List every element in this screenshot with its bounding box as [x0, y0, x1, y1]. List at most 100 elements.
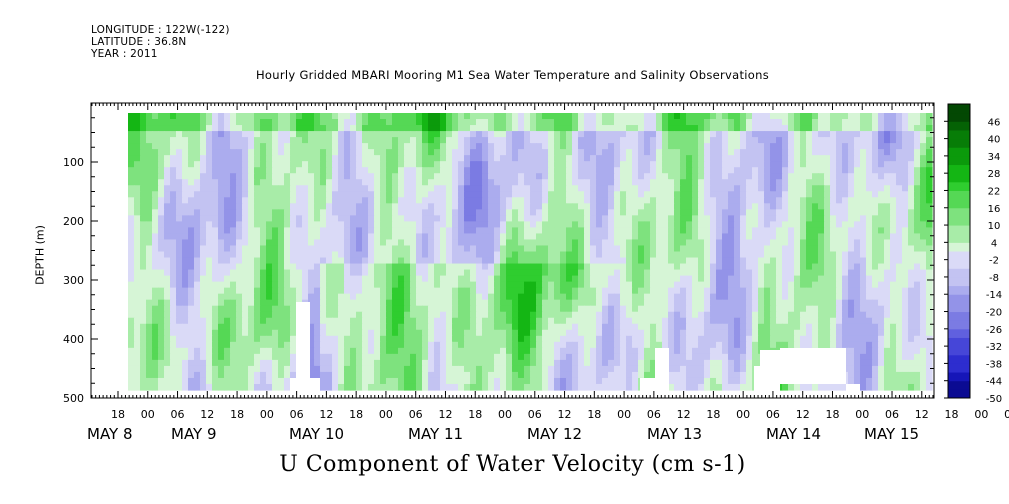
heatmap-cell [872, 311, 879, 319]
heatmap-cell [890, 131, 897, 138]
heatmap-cell [362, 179, 369, 186]
heatmap-cell [308, 119, 315, 126]
heatmap-cell [872, 251, 879, 259]
heatmap-cell [356, 143, 363, 150]
heatmap-cell [368, 173, 375, 180]
heatmap-cell [416, 227, 423, 235]
heatmap-cell [584, 293, 591, 301]
heatmap-cell [212, 239, 219, 247]
heatmap-cell [908, 311, 915, 319]
heatmap-cell [446, 149, 453, 156]
heatmap-cell [290, 131, 297, 138]
heatmap-cell [464, 239, 471, 247]
heatmap-cell [344, 299, 351, 307]
heatmap-cell [494, 323, 501, 331]
heatmap-cell [680, 305, 687, 313]
heatmap-cell [152, 305, 159, 313]
heatmap-cell [578, 317, 585, 325]
heatmap-cell [260, 323, 267, 331]
heatmap-cell [524, 245, 531, 253]
heatmap-cell [230, 119, 237, 126]
heatmap-cell [356, 161, 363, 168]
heatmap-cell [752, 317, 759, 325]
heatmap-cell [446, 209, 453, 216]
heatmap-cell [902, 221, 909, 229]
heatmap-cell [326, 191, 333, 198]
heatmap-cell [920, 125, 927, 132]
heatmap-cell [494, 185, 501, 192]
heatmap-cell [176, 155, 183, 162]
heatmap-cell [356, 119, 363, 126]
heatmap-cell [716, 197, 723, 204]
heatmap-cell [734, 173, 741, 180]
heatmap-cell [542, 293, 549, 301]
heatmap-cell [494, 281, 501, 289]
heatmap-cell [632, 185, 639, 192]
heatmap-cell [680, 239, 687, 247]
heatmap-cell [404, 329, 411, 337]
heatmap-cell [674, 209, 681, 216]
heatmap-cell [338, 155, 345, 162]
heatmap-cell [302, 209, 309, 216]
heatmap-cell [248, 113, 255, 120]
heatmap-cell [272, 317, 279, 325]
heatmap-cell [482, 257, 489, 265]
heatmap-cell [164, 185, 171, 192]
heatmap-cell [854, 317, 861, 325]
heatmap-cell [368, 251, 375, 259]
heatmap-cell [260, 191, 267, 198]
heatmap-cell [362, 293, 369, 301]
heatmap-cell [272, 293, 279, 301]
heatmap-cell [812, 209, 819, 216]
heatmap-cell [554, 185, 561, 192]
heatmap-cell [716, 233, 723, 241]
heatmap-cell [608, 299, 615, 307]
heatmap-cell [674, 143, 681, 150]
heatmap-cell [314, 131, 321, 138]
heatmap-cell [920, 275, 927, 283]
heatmap-cell [218, 311, 225, 319]
heatmap-cell [518, 215, 525, 222]
heatmap-cell [680, 251, 687, 259]
heatmap-cell [752, 197, 759, 204]
heatmap-cell [380, 299, 387, 307]
heatmap-cell [470, 119, 477, 126]
heatmap-cell [440, 317, 447, 325]
heatmap-cell [626, 275, 633, 283]
heatmap-cell [428, 263, 435, 271]
heatmap-cell [842, 269, 849, 277]
heatmap-cell [830, 299, 837, 307]
heatmap-cell [494, 125, 501, 132]
heatmap-cell [392, 221, 399, 229]
heatmap-cell [200, 173, 207, 180]
heatmap-cell [830, 185, 837, 192]
heatmap-cell [398, 275, 405, 283]
heatmap-cell [284, 143, 291, 150]
heatmap-cell [146, 281, 153, 289]
heatmap-cell [734, 215, 741, 222]
heatmap-cell [362, 197, 369, 204]
heatmap-cell [128, 215, 135, 222]
heatmap-cell [674, 245, 681, 253]
heatmap-cell [332, 125, 339, 132]
heatmap-cell [416, 317, 423, 325]
heatmap-cell [830, 221, 837, 229]
heatmap-cell [896, 305, 903, 313]
heatmap-cell [764, 305, 771, 313]
heatmap-cell [680, 299, 687, 307]
heatmap-cell [476, 203, 483, 210]
heatmap-cell [854, 119, 861, 126]
heatmap-cell [536, 215, 543, 222]
heatmap-cell [218, 173, 225, 180]
heatmap-cell [458, 191, 465, 198]
heatmap-cell [134, 299, 141, 307]
heatmap-cell [176, 179, 183, 186]
heatmap-cell [680, 167, 687, 174]
heatmap-cell [386, 113, 393, 120]
heatmap-cell [596, 251, 603, 259]
heatmap-cell [782, 227, 789, 235]
heatmap-cell [128, 119, 135, 126]
heatmap-cell [590, 281, 597, 289]
heatmap-cell [434, 113, 441, 120]
heatmap-cell [308, 149, 315, 156]
